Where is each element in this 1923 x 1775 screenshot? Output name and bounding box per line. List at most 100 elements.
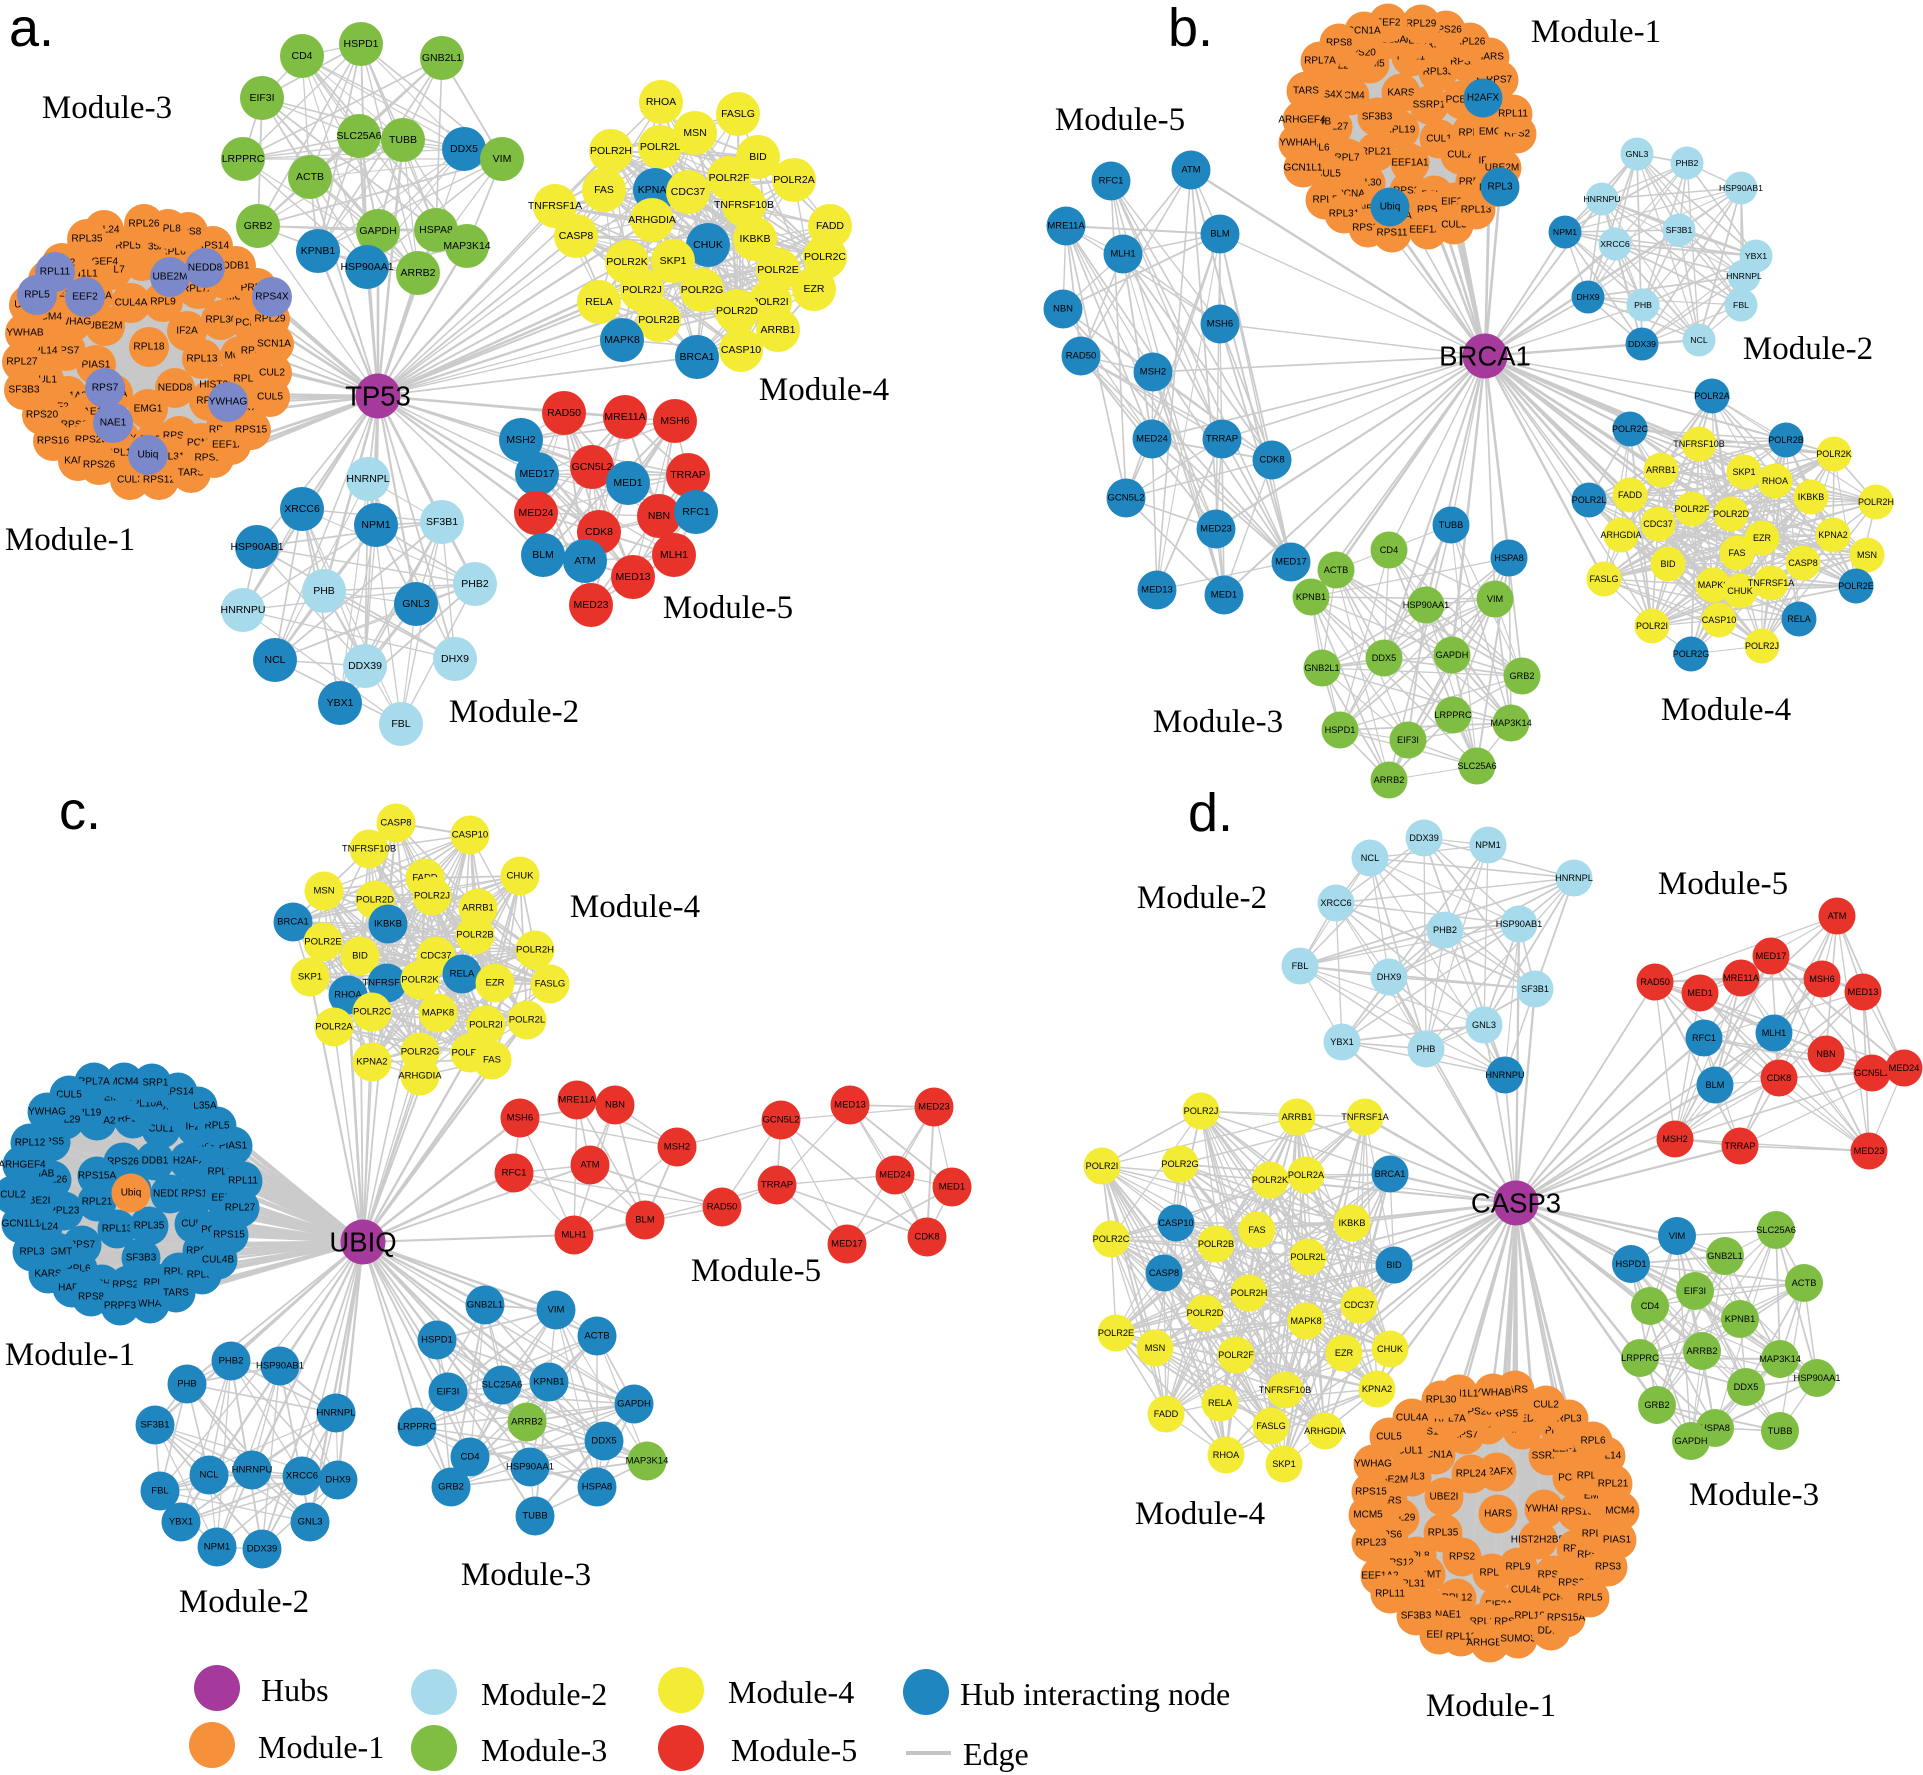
svg-text:RPS8: RPS8 (1326, 38, 1353, 49)
svg-text:Edge: Edge (963, 1736, 1029, 1772)
svg-text:ACTB: ACTB (584, 1331, 609, 1342)
svg-text:CD4: CD4 (291, 50, 312, 62)
svg-text:MRE11A: MRE11A (558, 1095, 596, 1106)
svg-text:RPS11: RPS11 (1377, 228, 1408, 239)
svg-text:RPL26: RPL26 (128, 219, 159, 230)
svg-text:POLR2I: POLR2I (751, 296, 788, 308)
svg-text:Ubiq: Ubiq (138, 450, 159, 461)
svg-text:RPS4X: RPS4X (1310, 90, 1343, 101)
svg-text:SF3B3: SF3B3 (1401, 1611, 1432, 1622)
svg-text:Module-2: Module-2 (1743, 331, 1873, 367)
svg-text:RPS15A: RPS15A (194, 453, 233, 464)
svg-text:Module-1: Module-1 (1426, 1688, 1556, 1724)
svg-text:BRCA1: BRCA1 (277, 917, 309, 928)
svg-text:PRPF3: PRPF3 (104, 1301, 137, 1312)
svg-text:RPL5: RPL5 (1577, 1593, 1602, 1604)
svg-text:CUL1: CUL1 (1426, 134, 1452, 145)
svg-text:RPL5: RPL5 (1312, 195, 1337, 206)
svg-text:HSP90AB1: HSP90AB1 (230, 541, 283, 553)
svg-text:SSRP1: SSRP1 (1413, 100, 1446, 111)
svg-text:HSPD1: HSPD1 (421, 1335, 453, 1346)
svg-text:UBE2I: UBE2I (1430, 1492, 1459, 1503)
svg-text:POLR2K: POLR2K (1252, 1175, 1289, 1185)
svg-text:TARS: TARS (1502, 1385, 1528, 1396)
svg-text:PHB2: PHB2 (219, 1356, 244, 1367)
svg-text:KPNA2: KPNA2 (1818, 530, 1848, 540)
svg-text:RPL23: RPL23 (49, 1206, 80, 1217)
svg-text:UBE2M: UBE2M (1374, 1475, 1408, 1486)
svg-text:Module-5: Module-5 (1055, 102, 1185, 138)
svg-text:XRCC6: XRCC6 (1320, 898, 1351, 908)
svg-text:HNRNPL: HNRNPL (1555, 873, 1593, 883)
svg-text:MCM4: MCM4 (1335, 91, 1365, 102)
svg-text:FBL: FBL (1733, 300, 1749, 310)
svg-text:MAP3K14: MAP3K14 (1490, 718, 1531, 728)
svg-text:RPL9: RPL9 (143, 1278, 168, 1289)
svg-text:VIM: VIM (1669, 1231, 1686, 1241)
svg-text:DDB1: DDB1 (1538, 1626, 1565, 1637)
svg-text:KPNB1: KPNB1 (1725, 1314, 1756, 1324)
svg-text:POLR2F: POLR2F (709, 172, 750, 184)
svg-text:GAPDH: GAPDH (1674, 1436, 1707, 1446)
svg-text:MED13: MED13 (1141, 585, 1173, 596)
svg-text:KPNB1: KPNB1 (1296, 592, 1326, 602)
svg-text:ARRB2: ARRB2 (1374, 775, 1405, 785)
svg-text:RPL7A: RPL7A (1304, 56, 1336, 67)
svg-text:RPL14: RPL14 (26, 346, 57, 357)
svg-text:RHOA: RHOA (1213, 1450, 1240, 1460)
svg-text:DHX9: DHX9 (1576, 292, 1599, 302)
svg-text:DDB1: DDB1 (222, 261, 250, 272)
svg-text:RFC1: RFC1 (1099, 176, 1124, 187)
svg-text:TRRAP: TRRAP (670, 469, 706, 481)
svg-text:POLR2G: POLR2G (401, 1047, 440, 1058)
svg-text:RFC1: RFC1 (1692, 1033, 1716, 1043)
svg-text:POLR2I: POLR2I (1086, 1161, 1119, 1171)
svg-text:HSPD1: HSPD1 (1615, 1259, 1646, 1269)
svg-text:SSRP1: SSRP1 (136, 1078, 169, 1089)
svg-text:Module-2: Module-2 (1137, 880, 1267, 916)
svg-text:GCN5L2: GCN5L2 (763, 1115, 800, 1126)
svg-text:EZR: EZR (486, 978, 505, 989)
svg-text:RPS15: RPS15 (235, 425, 268, 436)
svg-text:RPL9: RPL9 (1505, 1562, 1530, 1573)
svg-text:RPS2: RPS2 (1449, 1552, 1476, 1563)
svg-text:CUL4A: CUL4A (1396, 1413, 1429, 1424)
svg-text:RPL31: RPL31 (1329, 209, 1360, 220)
svg-text:IKBKB: IKBKB (740, 233, 771, 245)
svg-text:RPL23: RPL23 (1324, 61, 1355, 72)
svg-text:MSN: MSN (313, 886, 334, 897)
svg-text:RPL3: RPL3 (1487, 182, 1512, 193)
svg-text:HSP90AB1: HSP90AB1 (256, 1361, 304, 1372)
svg-text:LRPPRC: LRPPRC (398, 1422, 437, 1433)
svg-text:IKBKB: IKBKB (1798, 492, 1825, 502)
svg-text:RPS11: RPS11 (1413, 1427, 1444, 1438)
svg-text:GAPDH: GAPDH (1436, 650, 1469, 660)
svg-text:RHOA: RHOA (334, 990, 362, 1001)
svg-text:TP53: TP53 (345, 381, 411, 412)
svg-text:MED23: MED23 (573, 599, 608, 611)
svg-text:POLR2C: POLR2C (1612, 424, 1649, 434)
svg-text:RPS23: RPS23 (1352, 223, 1384, 234)
svg-text:PIAS1: PIAS1 (1603, 1535, 1632, 1546)
svg-text:SF3B1: SF3B1 (426, 516, 458, 528)
svg-text:Ubiq: Ubiq (121, 1188, 142, 1199)
svg-text:POLR2A: POLR2A (315, 1022, 353, 1033)
svg-text:RHOA: RHOA (1762, 476, 1788, 486)
svg-text:RPL35: RPL35 (71, 234, 102, 245)
svg-text:RPL11: RPL11 (40, 267, 71, 278)
svg-text:DDX5: DDX5 (591, 1436, 616, 1447)
svg-text:RPS8: RPS8 (175, 227, 202, 238)
svg-text:MAP3K14: MAP3K14 (626, 1456, 669, 1467)
svg-text:CASP10: CASP10 (1158, 1218, 1193, 1228)
svg-text:Module-2: Module-2 (481, 1676, 607, 1712)
svg-text:CUL1: CUL1 (148, 1124, 174, 1135)
svg-text:RPS14: RPS14 (197, 241, 230, 252)
svg-text:PHB2: PHB2 (461, 578, 489, 590)
svg-text:VIM: VIM (1487, 594, 1503, 604)
svg-text:KPNA2: KPNA2 (1362, 1384, 1392, 1394)
svg-text:ARHGDIA: ARHGDIA (628, 214, 676, 226)
svg-text:RPS13: RPS13 (181, 1189, 213, 1200)
svg-text:Module-5: Module-5 (691, 1253, 821, 1289)
svg-text:RPL3: RPL3 (1458, 128, 1483, 139)
svg-text:BID: BID (749, 151, 767, 163)
